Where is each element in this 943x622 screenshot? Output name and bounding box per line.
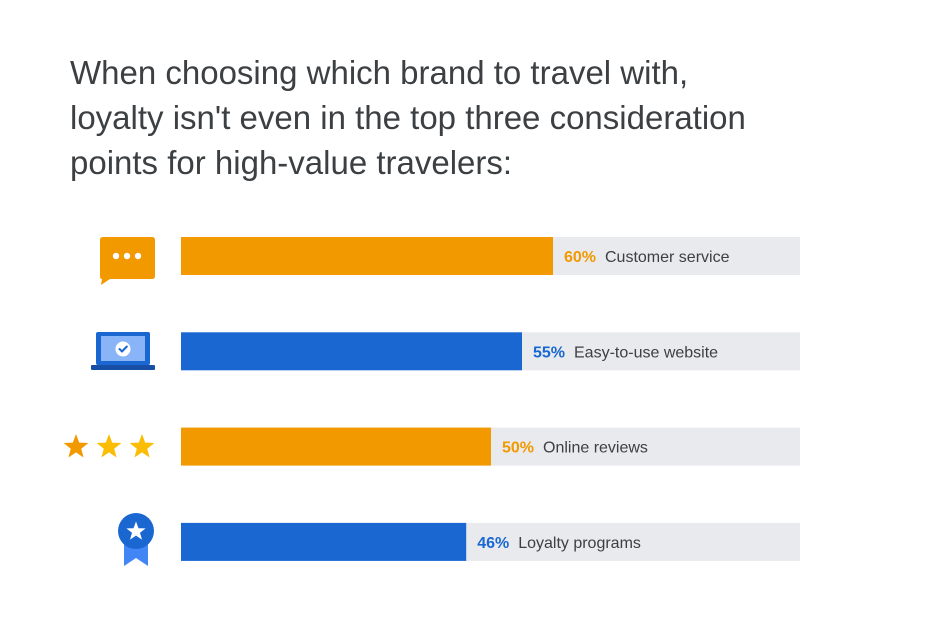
- value-label-customer-service: 60%: [564, 249, 596, 266]
- star-icon: [63, 434, 89, 458]
- bar-easy-to-use-website: [181, 332, 522, 371]
- category-label-loyalty-programs: Loyalty programs: [518, 535, 641, 552]
- title-line-3: points for high-value travelers:: [70, 144, 513, 181]
- star-icon: [129, 434, 155, 458]
- chat-bubble-icon: [100, 237, 155, 285]
- star-icon: [96, 434, 122, 458]
- title-line-2: loyalty isn't even in the top three cons…: [70, 99, 746, 136]
- bar-customer-service: [181, 237, 553, 275]
- chart-title: When choosing which brand to travel with…: [70, 50, 850, 185]
- category-label-customer-service: Customer service: [605, 249, 730, 266]
- three-stars-icon: [63, 434, 155, 458]
- laptop-check-icon: [91, 332, 155, 370]
- category-label-easy-to-use-website: Easy-to-use website: [574, 344, 718, 361]
- award-ribbon-icon: [118, 513, 154, 566]
- bar-loyalty-programs: [181, 522, 467, 561]
- value-label-loyalty-programs: 46%: [477, 535, 509, 552]
- value-label-online-reviews: 50%: [502, 440, 534, 457]
- bar-online-reviews: [181, 427, 491, 466]
- category-label-online-reviews: Online reviews: [543, 440, 648, 457]
- value-label-easy-to-use-website: 55%: [533, 344, 565, 361]
- title-line-1: When choosing which brand to travel with…: [70, 54, 689, 91]
